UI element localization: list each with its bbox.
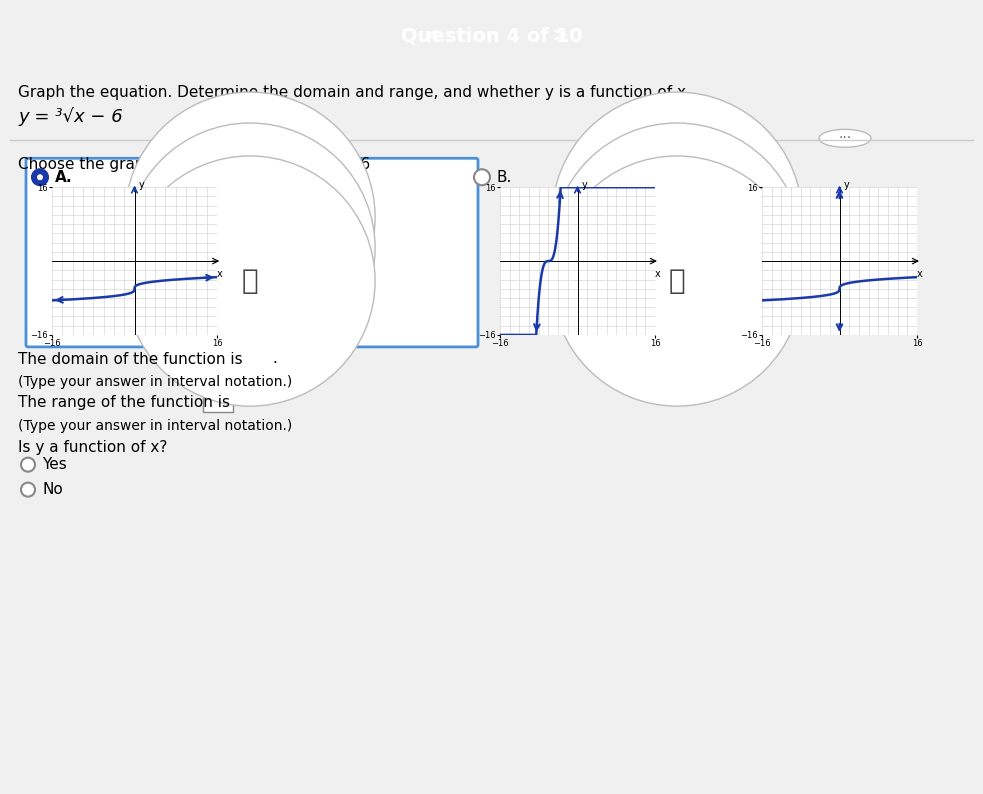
Text: .: . xyxy=(272,352,277,366)
Text: Yes: Yes xyxy=(42,457,67,472)
Text: y: y xyxy=(843,180,849,190)
FancyBboxPatch shape xyxy=(26,158,478,347)
Text: >: > xyxy=(552,26,568,45)
Text: (Type your answer in interval notation.): (Type your answer in interval notation.) xyxy=(18,418,292,433)
Text: C.: C. xyxy=(759,170,775,185)
Text: y: y xyxy=(139,180,145,190)
Circle shape xyxy=(37,174,43,180)
Text: The domain of the function is: The domain of the function is xyxy=(18,352,243,367)
FancyBboxPatch shape xyxy=(239,349,269,369)
Text: ⧄: ⧄ xyxy=(242,267,259,295)
Circle shape xyxy=(21,483,35,496)
Ellipse shape xyxy=(819,129,871,148)
Text: Graph the equation. Determine the domain and range, and whether y is a function : Graph the equation. Determine the domain… xyxy=(18,86,691,100)
Text: y: y xyxy=(581,180,587,190)
FancyBboxPatch shape xyxy=(203,391,233,412)
Text: x: x xyxy=(916,269,922,279)
Text: ⊖: ⊖ xyxy=(665,234,689,262)
Text: ⊕: ⊕ xyxy=(238,203,261,231)
Text: B.: B. xyxy=(496,170,511,185)
Text: <: < xyxy=(425,26,440,45)
Text: Is y a function of x?: Is y a function of x? xyxy=(18,440,167,455)
Text: (Type your answer in interval notation.): (Type your answer in interval notation.) xyxy=(18,375,292,389)
Text: x: x xyxy=(655,269,661,279)
Text: The range of the function is: The range of the function is xyxy=(18,395,230,410)
Circle shape xyxy=(21,457,35,472)
Text: A.: A. xyxy=(55,170,73,185)
Text: ⧄: ⧄ xyxy=(668,267,685,295)
Text: ⊕: ⊕ xyxy=(665,203,689,231)
Text: ⊖: ⊖ xyxy=(238,234,261,262)
Text: No: No xyxy=(42,482,63,497)
Circle shape xyxy=(32,169,48,185)
Text: x: x xyxy=(216,269,222,279)
Text: ···: ··· xyxy=(838,131,851,145)
Text: Question 4 of 10: Question 4 of 10 xyxy=(401,26,582,45)
Circle shape xyxy=(474,169,490,185)
Circle shape xyxy=(737,169,753,185)
Text: y = ³√x − 6: y = ³√x − 6 xyxy=(18,107,123,126)
Text: Choose the graph that represents y = ³√x − 6: Choose the graph that represents y = ³√x… xyxy=(18,157,371,172)
